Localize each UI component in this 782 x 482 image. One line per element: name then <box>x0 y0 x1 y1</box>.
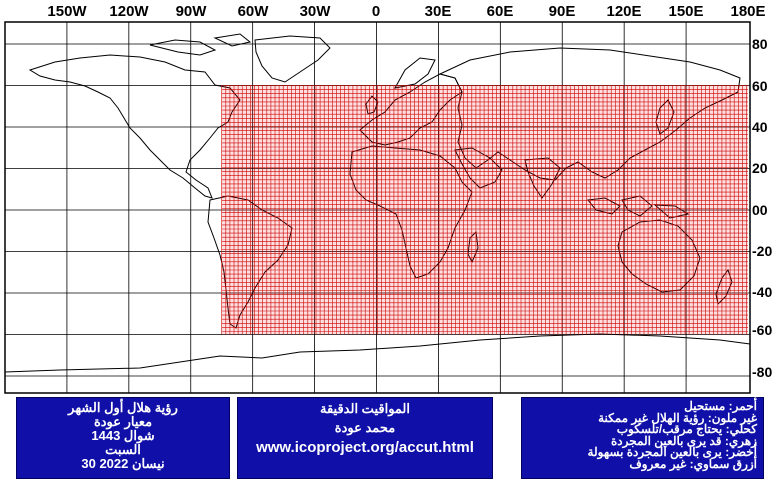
gregorian-date-line: 30 نيسان 2022 <box>81 456 165 471</box>
lon-label: 60W <box>237 3 269 20</box>
lon-label: 90W <box>175 3 207 20</box>
accurate-times-line: المواقيت الدقيقة <box>319 401 410 416</box>
hijri-month-line: شوال 1443 <box>91 428 155 443</box>
lat-label: -60 <box>752 322 773 338</box>
lon-label: 30E <box>424 3 452 20</box>
lat-label: 00 <box>752 202 768 218</box>
visibility-zone <box>221 85 749 335</box>
lon-label: 60E <box>486 3 514 20</box>
antarctica-outline <box>4 333 751 373</box>
longitude-axis: 150W 120W 90W 60W 30W 0 30E 60E 90E 120E… <box>0 0 782 22</box>
legend-item: كحلي: يحتاج مرقب/تلسكوب <box>616 422 757 436</box>
lon-label: 30W <box>299 3 331 20</box>
greenland-outline <box>254 35 331 83</box>
lon-label: 120W <box>109 3 149 20</box>
lon-label: 150W <box>47 3 87 20</box>
lon-label: 0 <box>371 3 381 20</box>
lon-label: 150E <box>668 3 704 20</box>
legend-item: أحمر: مستحيل <box>684 399 757 413</box>
legend-box: أحمر: مستحيل غير ملون: رؤية الهلال غير م… <box>521 397 764 479</box>
north-america-outline <box>28 54 241 199</box>
author-line: محمد عودة <box>334 420 396 435</box>
info-box-center: المواقيت الدقيقة محمد عودة www.icoprojec… <box>237 397 493 479</box>
lon-label: 90E <box>548 3 576 20</box>
title-line: رؤية هلال أول الشهر <box>68 400 178 415</box>
lat-label: 60 <box>752 78 768 94</box>
arctic-islands <box>149 33 252 56</box>
lat-label: -80 <box>752 364 773 380</box>
lat-label: 20 <box>752 160 768 176</box>
legend-item: أزرق سماوي: غير معروف <box>629 456 757 471</box>
lat-label: -40 <box>752 284 773 300</box>
legend-item: زهري: قد يرى بالعين المجردة <box>611 433 757 448</box>
japan-outline <box>655 99 675 135</box>
legend-item: غير ملون: رؤية الهلال غير ممكنة <box>598 410 757 425</box>
weekday-line: السبت <box>105 442 141 457</box>
zone-fill <box>221 85 749 335</box>
lat-label: -20 <box>752 243 773 259</box>
lon-label: 120E <box>606 3 642 20</box>
website-link[interactable]: www.icoproject.org/accut.html <box>256 439 474 456</box>
legend-item: أخضر: يرى بالعين المجردة بسهولة <box>587 445 757 459</box>
criterion-line: معيار عودة <box>93 414 153 429</box>
lat-label: 80 <box>752 36 768 52</box>
britain-outline <box>365 95 379 115</box>
info-box-left: رؤية هلال أول الشهر معيار عودة شوال 1443… <box>16 397 230 479</box>
lat-label: 40 <box>752 119 768 135</box>
lon-label: 180E <box>730 3 766 20</box>
scandinavia-outline <box>394 57 436 89</box>
